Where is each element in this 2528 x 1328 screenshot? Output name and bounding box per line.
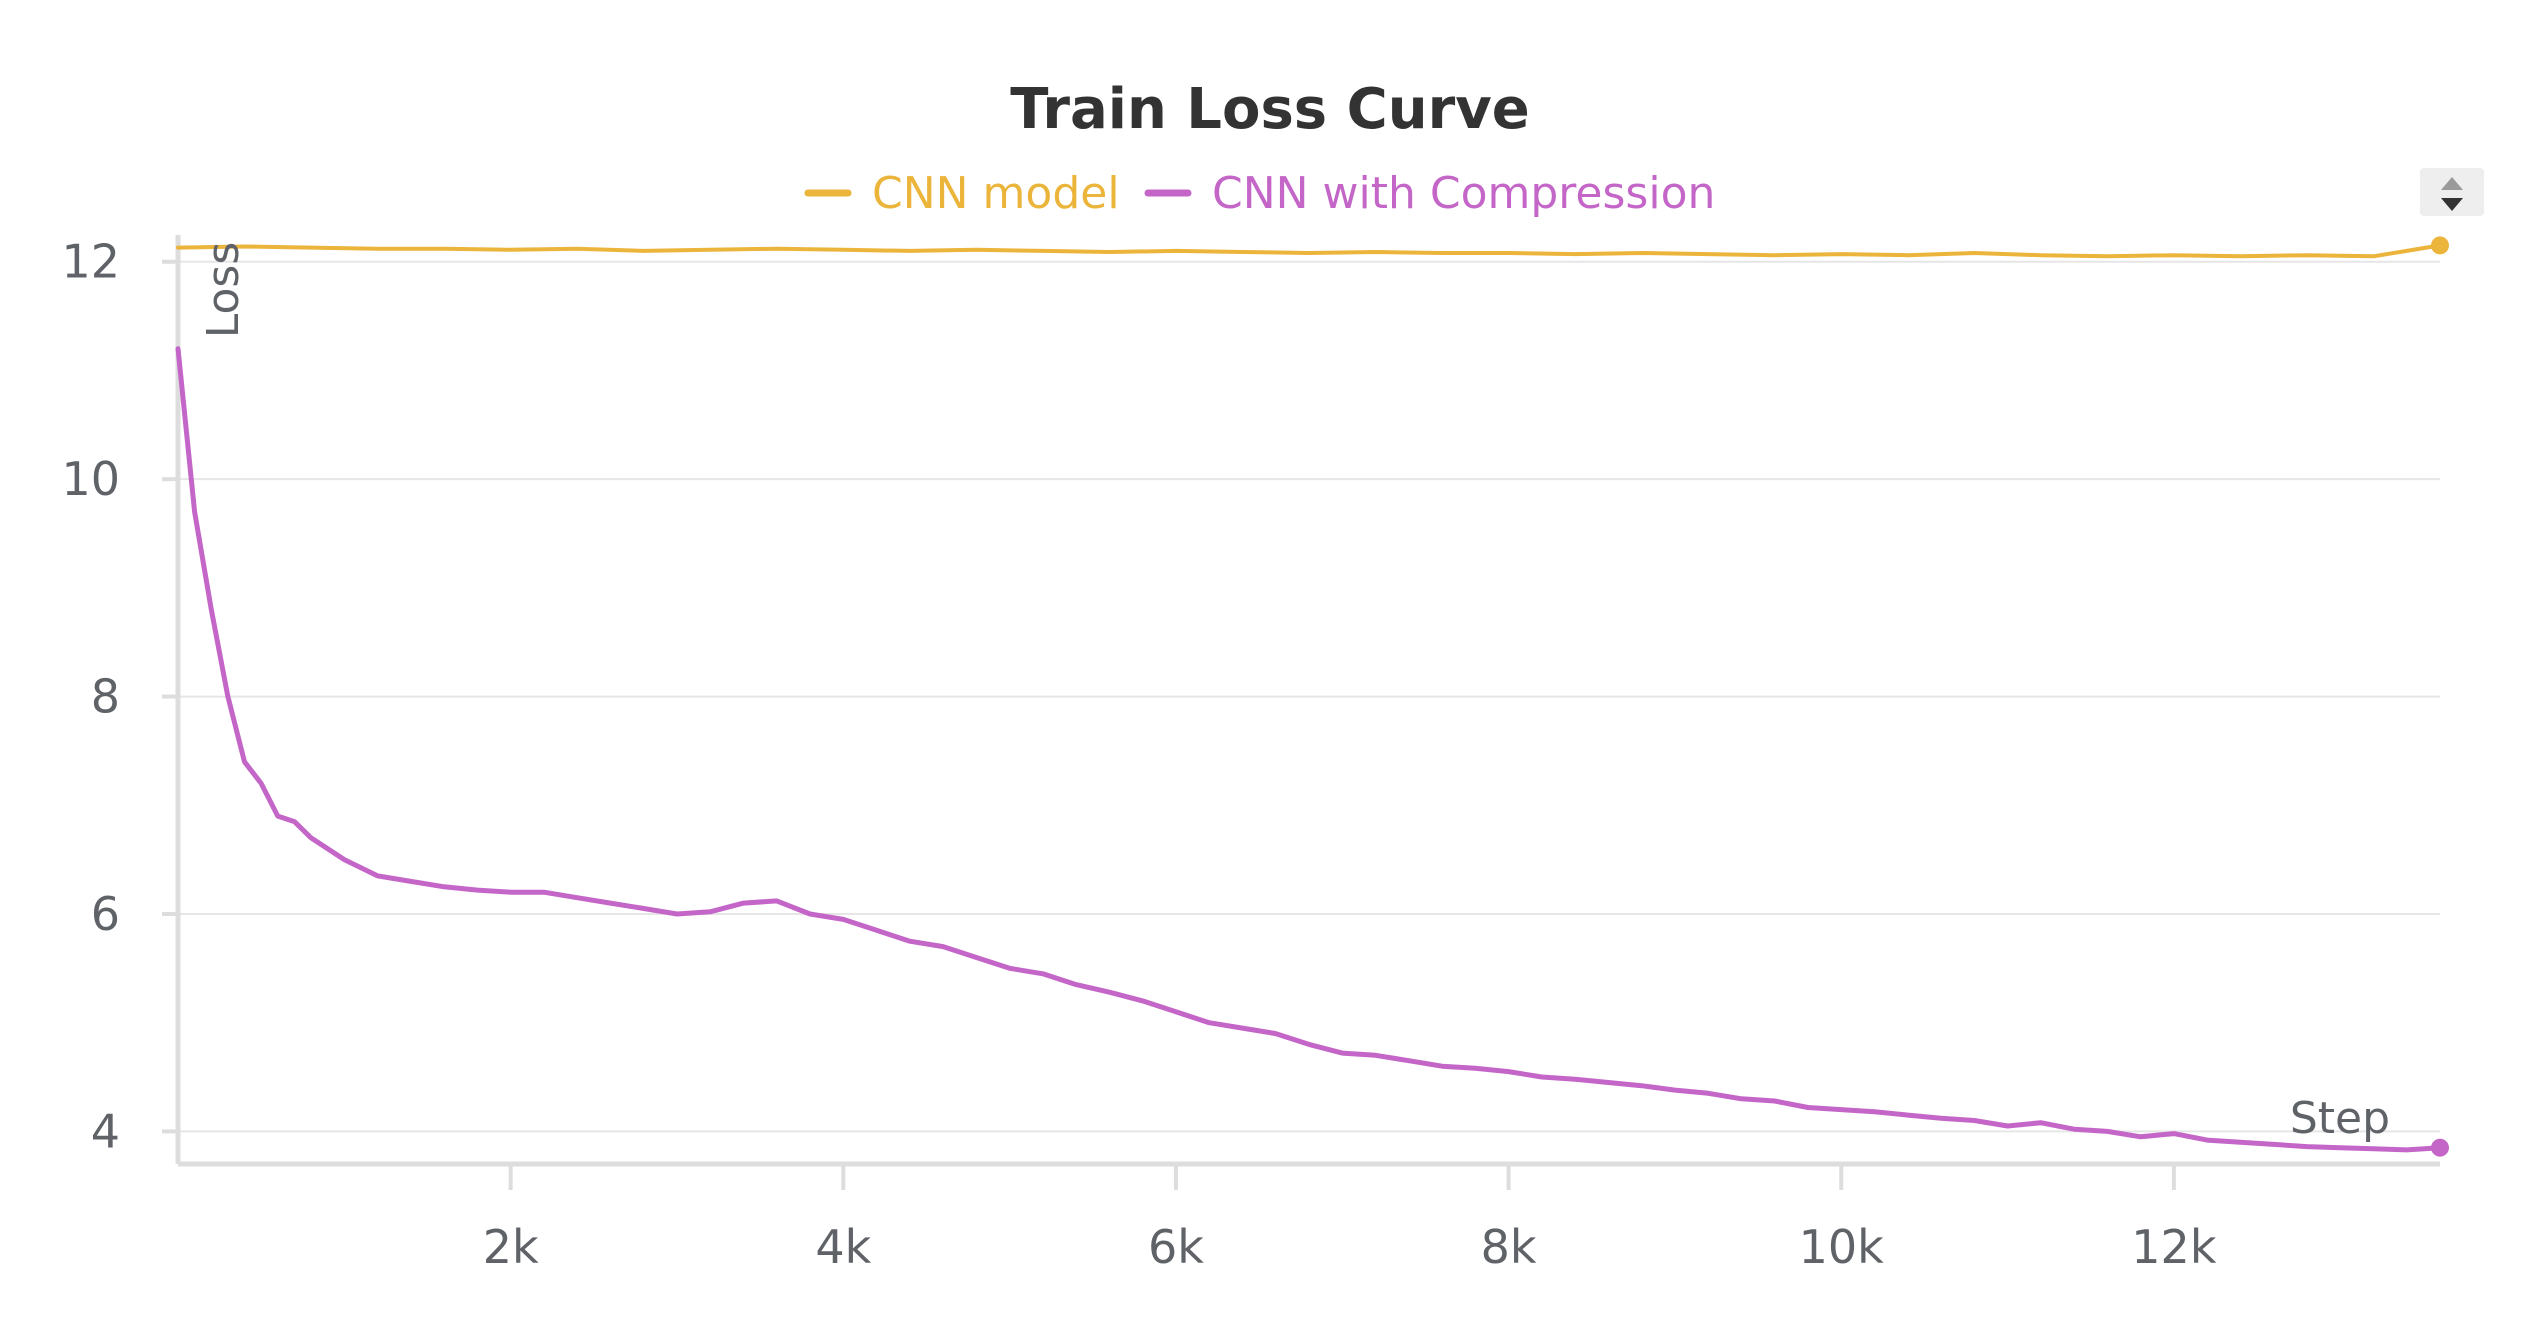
legend-label-cnn-with-compression: CNN with Compression <box>1212 168 1715 219</box>
legend-item-cnn-with-compression[interactable]: CNN with Compression <box>1144 168 1715 219</box>
x-axis-label: Step <box>2290 1093 2390 1144</box>
y-tick-label: 12 <box>61 235 120 289</box>
x-tick-label: 12k <box>2131 1220 2217 1274</box>
legend-scroll-background <box>2420 168 2484 216</box>
y-tick-label: 4 <box>91 1104 120 1158</box>
series-line-1 <box>175 346 2443 1153</box>
legend-label-cnn-model: CNN model <box>872 168 1120 219</box>
legend: CNN model CNN with Compression <box>804 168 1715 219</box>
triangle-up-icon[interactable] <box>2441 177 2463 190</box>
y-tick-label: 10 <box>61 452 120 506</box>
series-layer <box>175 236 2449 1157</box>
y-tick-label: 6 <box>91 887 120 941</box>
y-tick-label: 8 <box>91 670 120 724</box>
series-line-0 <box>176 243 2442 259</box>
y-axis-label: Loss <box>198 242 249 339</box>
x-tick-label: 6k <box>1148 1220 1204 1274</box>
x-tick-label: 4k <box>815 1220 871 1274</box>
x-tick-label: 10k <box>1799 1220 1885 1274</box>
triangle-down-icon[interactable] <box>2441 198 2463 211</box>
series-end-point-1 <box>2431 1138 2449 1157</box>
chart-title: Train Loss Curve <box>1010 77 1529 142</box>
grid-layer <box>178 260 2440 1133</box>
x-tick-label: 2k <box>483 1220 539 1274</box>
legend-item-cnn-model[interactable]: CNN model <box>804 168 1120 219</box>
legend-scroll-control[interactable] <box>2420 168 2484 216</box>
x-tick-label: 8k <box>1481 1220 1537 1274</box>
axis-layer: 4 6 8 10 12 2k 4k 6k 8k 10k 12k <box>61 235 2440 1274</box>
series-end-point-0 <box>2431 236 2449 255</box>
